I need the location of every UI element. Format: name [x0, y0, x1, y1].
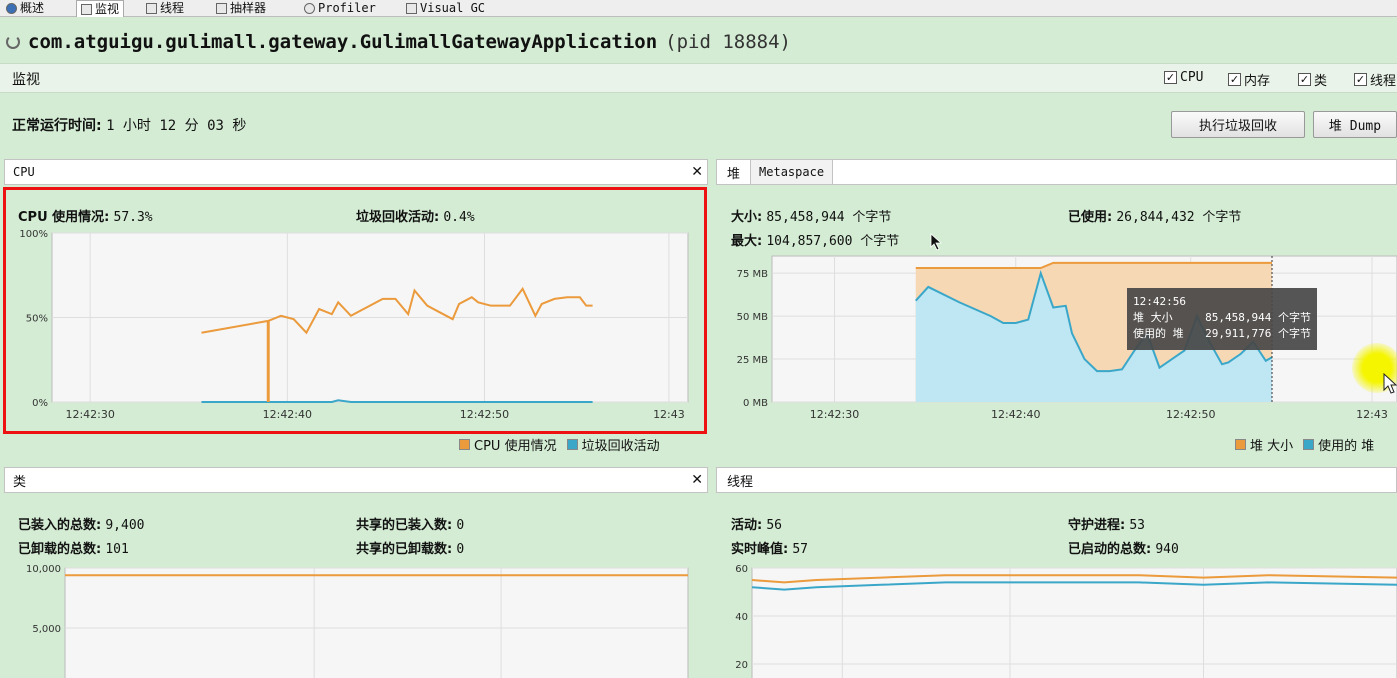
- tab-overview[interactable]: 概述: [2, 0, 48, 16]
- tab-threads[interactable]: 线程: [142, 0, 188, 16]
- y-tick-label: 40: [735, 612, 748, 623]
- tab-strip: 概述 监视 线程 抽样器 Profiler Visual GC: [0, 0, 1397, 17]
- series-line-垃圾回收活动: [201, 399, 593, 403]
- plot-area: [64, 567, 689, 678]
- legend-swatch-cpu: [459, 439, 470, 450]
- checkmark-icon: ✓: [1354, 73, 1367, 86]
- y-tick-label: 75 MB: [737, 269, 769, 280]
- threads-icon: [146, 2, 157, 14]
- plot-area: [751, 567, 1397, 678]
- threads-checkbox[interactable]: ✓ 线程: [1354, 73, 1397, 89]
- gc-activity: 垃圾回收活动: 0.4%: [356, 210, 475, 225]
- uptime: 正常运行时间: 1 小时 12 分 03 秒: [12, 118, 247, 134]
- y-tick-label: 60: [735, 564, 748, 575]
- classes-chart: 10,000 5,000: [26, 564, 689, 678]
- heap-panel-header: 堆 Metaspace: [716, 159, 1397, 185]
- cpu-legend: CPU 使用情况 垃圾回收活动: [459, 435, 660, 454]
- checkmark-icon: ✓: [1164, 71, 1177, 84]
- legend-swatch-heap-used: [1303, 439, 1315, 450]
- series-area-使用的 堆: [915, 273, 1272, 402]
- cpu-panel-header: CPU ✕: [4, 159, 708, 185]
- tab-sampler[interactable]: 抽样器: [212, 0, 270, 16]
- series-line-使用的 堆: [915, 269, 1273, 373]
- classes-shared-unloaded: 共享的已卸载数: 0: [356, 542, 465, 557]
- close-icon[interactable]: ✕: [691, 164, 703, 180]
- classes-loaded: 已装入的总数: 9,400: [18, 518, 145, 533]
- refresh-icon: [6, 35, 20, 49]
- threads-panel-header: 线程: [716, 467, 1397, 493]
- visual-gc-icon: [406, 2, 417, 14]
- heap-used: 已使用: 26,844,432 个字节: [1068, 210, 1242, 225]
- memory-checkbox[interactable]: ✓ 内存: [1228, 73, 1271, 89]
- x-tick-label: 12:42:30: [65, 408, 114, 421]
- mouse-cursor-icon: [930, 233, 942, 251]
- cpu-usage: CPU 使用情况: 57.3%: [18, 210, 153, 225]
- series-line-CPU 使用情况: [201, 286, 593, 335]
- y-tick-label: 50 MB: [737, 312, 769, 323]
- x-tick-label: 12:42:40: [263, 408, 312, 421]
- heap-dump-button[interactable]: 堆 Dump: [1313, 111, 1397, 138]
- y-tick-label: 0%: [32, 398, 48, 409]
- legend-swatch-heap-size: [1235, 439, 1246, 450]
- series-line-活动: [751, 581, 1397, 591]
- close-icon[interactable]: ✕: [691, 472, 703, 488]
- heap-tooltip: 12:42:56 堆 大小 85,458,944 个字节 使用的 堆 29,911,…: [1127, 288, 1317, 350]
- tab-monitor[interactable]: 监视: [76, 0, 125, 17]
- threads-live: 活动: 56: [731, 518, 782, 533]
- classes-shared-loaded: 共享的已装入数: 0: [356, 518, 465, 533]
- monitor-label: 监视: [12, 72, 40, 88]
- y-tick-label: 5,000: [32, 624, 61, 635]
- tab-metaspace[interactable]: Metaspace: [751, 160, 834, 184]
- threads-chart: 60 40 20: [735, 564, 1397, 678]
- heap-size: 大小: 85,458,944 个字节: [731, 210, 892, 225]
- x-tick-label: 12:42:30: [810, 408, 859, 421]
- tab-profiler[interactable]: Profiler: [300, 0, 380, 16]
- classes-checkbox[interactable]: ✓ 类: [1298, 73, 1328, 89]
- classes-panel-header: 类 ✕: [4, 467, 708, 493]
- legend-swatch-gc: [566, 439, 578, 450]
- y-tick-label: 0 MB: [743, 398, 768, 409]
- x-tick-label: 12:43: [653, 408, 685, 421]
- threads-daemon: 守护进程: 53: [1068, 518, 1145, 533]
- x-tick-label: 12:43: [1356, 408, 1388, 421]
- info-icon: [6, 2, 17, 14]
- y-tick-label: 100%: [19, 229, 48, 240]
- series-line-堆 大小: [915, 261, 1272, 270]
- checkmark-icon: ✓: [1228, 73, 1241, 86]
- y-tick-label: 10,000: [26, 564, 61, 575]
- heap-max: 最大: 104,857,600 个字节: [731, 234, 900, 249]
- gc-button[interactable]: 执行垃圾回收: [1171, 111, 1305, 138]
- cpu-chart: 100% 50% 0% 12:42:30 12:42:40 12:42:50 12:43: [19, 229, 689, 421]
- cpu-checkbox[interactable]: ✓ CPU: [1164, 70, 1204, 85]
- threads-started: 已启动的总数: 940: [1068, 542, 1179, 557]
- profiler-icon: [304, 2, 315, 14]
- y-tick-label: 25 MB: [737, 355, 769, 366]
- checkmark-icon: ✓: [1298, 73, 1311, 86]
- sampler-icon: [216, 2, 227, 14]
- x-tick-label: 12:42:40: [991, 408, 1040, 421]
- mouse-cursor-icon: [1383, 373, 1397, 394]
- tab-visual-gc[interactable]: Visual GC: [402, 0, 489, 16]
- highlight-box: [3, 187, 707, 434]
- y-tick-label: 20: [735, 660, 748, 671]
- monitor-bar: 监视 ✓ CPU ✓ 内存 ✓ 类 ✓ 线程: [0, 63, 1397, 93]
- tab-heap[interactable]: 堆: [717, 160, 752, 184]
- x-tick-label: 12:42:50: [460, 408, 509, 421]
- app-title: com.atguigu.gulimall.gateway.GulimallGat…: [6, 31, 791, 53]
- x-tick-label: 12:42:50: [1166, 408, 1215, 421]
- monitor-icon: [81, 3, 92, 15]
- series-line-实时峰值: [751, 574, 1397, 584]
- y-tick-label: 50%: [26, 314, 48, 325]
- threads-peak: 实时峰值: 57: [731, 542, 808, 557]
- heap-legend: 堆 大小 使用的 堆: [1235, 435, 1374, 454]
- classes-unloaded: 已卸载的总数: 101: [18, 542, 129, 557]
